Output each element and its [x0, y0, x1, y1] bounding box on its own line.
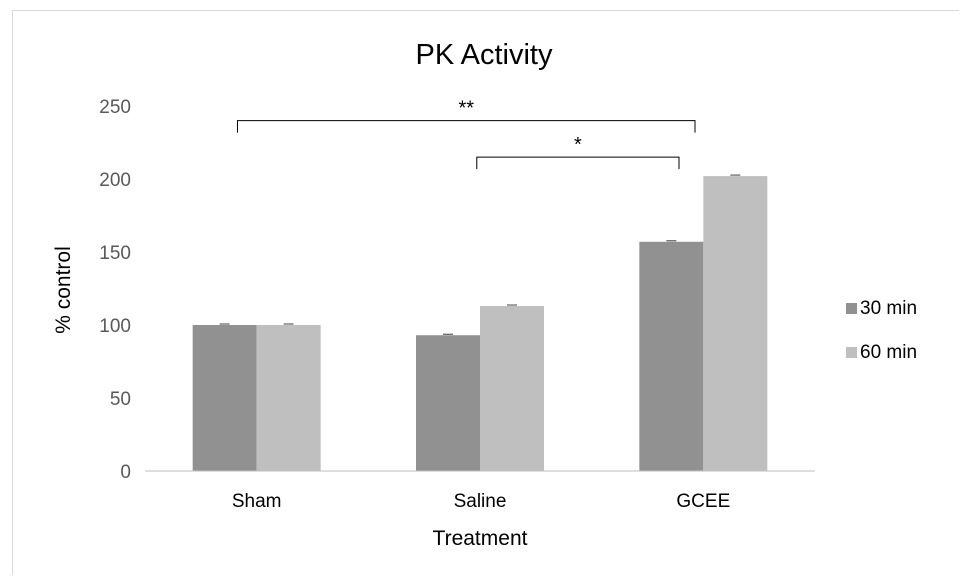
significance-bracket [476, 156, 680, 170]
significance-label: * [574, 134, 582, 156]
x-tick-label: GCEE [676, 491, 730, 512]
legend-swatch [846, 303, 857, 314]
bar-gcee-60-min [703, 176, 768, 471]
bar-sham-60-min [256, 325, 321, 471]
y-tick-label: 100 [99, 316, 131, 337]
legend-label: 60 min [860, 342, 917, 363]
y-tick-label: 50 [110, 389, 131, 410]
y-tick-label: 200 [99, 170, 131, 191]
bar-saline-30-min [416, 335, 480, 471]
x-tick-label: Sham [232, 491, 282, 512]
significance-label: ** [458, 98, 474, 120]
legend-swatch [846, 347, 857, 358]
bar-gcee-30-min [639, 241, 704, 471]
y-axis-title: % control [52, 246, 75, 334]
x-tick-label: Saline [454, 491, 507, 512]
y-tick-label: 150 [99, 243, 131, 264]
chart-frame [12, 10, 959, 575]
chart-title: PK Activity [416, 39, 553, 71]
bar-saline-60-min [480, 306, 544, 471]
bar-sham-30-min [192, 325, 257, 471]
significance-bracket [236, 120, 696, 133]
legend-label: 30 min [860, 298, 917, 319]
x-axis-title: Treatment [433, 527, 528, 550]
y-tick-label: 250 [99, 97, 131, 118]
y-tick-label: 0 [120, 462, 131, 483]
